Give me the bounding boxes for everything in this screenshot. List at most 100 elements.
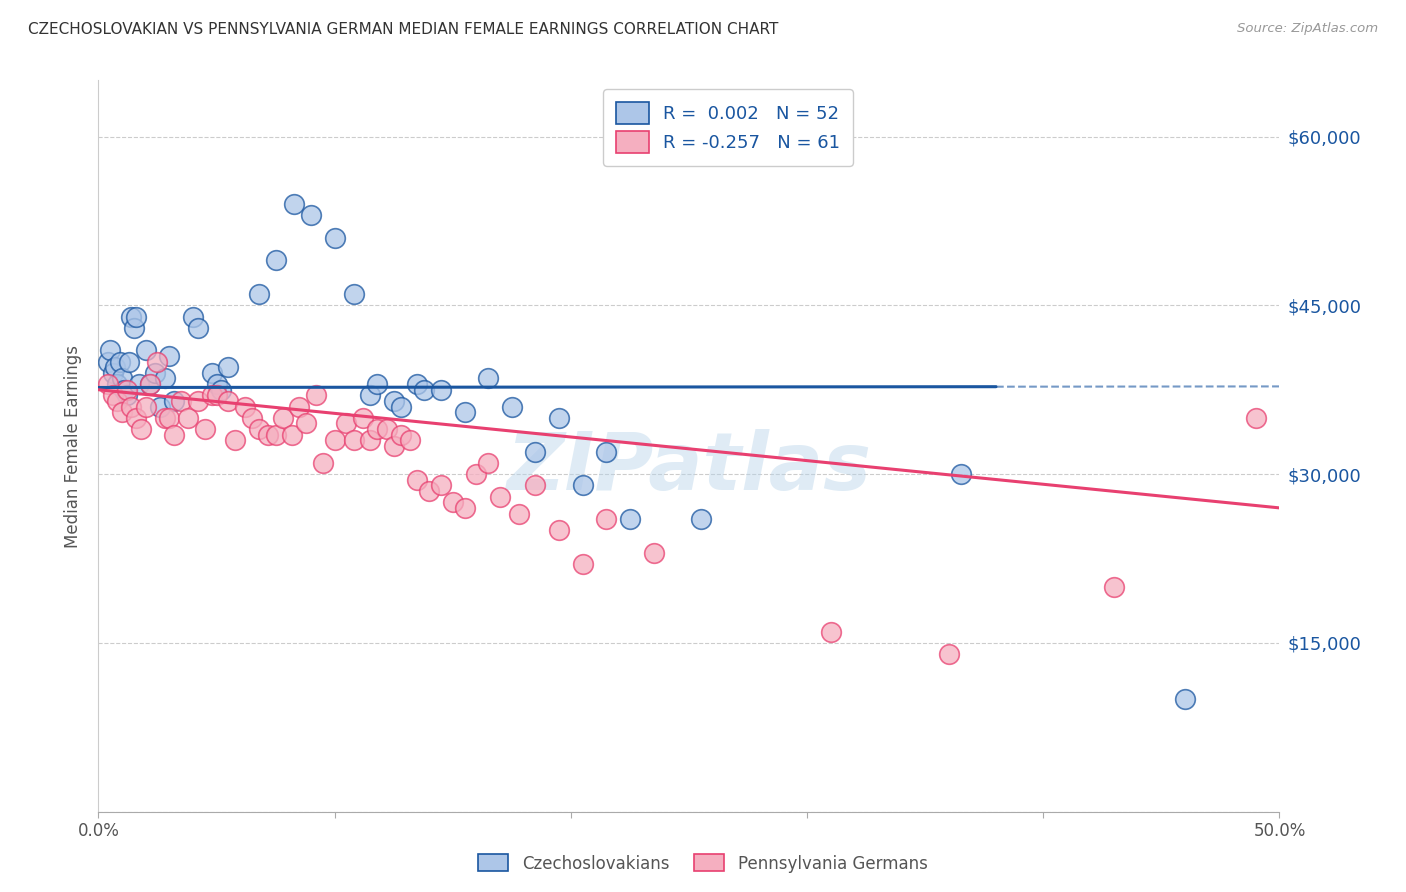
Point <box>441 495 464 509</box>
Point <box>125 410 148 425</box>
Point <box>548 410 571 425</box>
Point <box>111 405 134 419</box>
Point <box>359 434 381 448</box>
Point <box>342 434 364 448</box>
Point <box>382 439 405 453</box>
Point <box>115 383 138 397</box>
Point <box>125 310 148 324</box>
Point <box>342 287 364 301</box>
Point <box>205 388 228 402</box>
Point <box>501 400 523 414</box>
Point <box>283 197 305 211</box>
Point <box>209 383 232 397</box>
Point <box>305 388 328 402</box>
Point <box>201 366 224 380</box>
Y-axis label: Median Female Earnings: Median Female Earnings <box>65 344 83 548</box>
Point <box>389 400 412 414</box>
Point <box>98 343 121 358</box>
Point <box>101 388 124 402</box>
Point <box>430 478 453 492</box>
Point <box>135 343 157 358</box>
Point <box>508 507 530 521</box>
Point <box>299 208 322 222</box>
Point <box>105 394 128 409</box>
Point <box>139 377 162 392</box>
Point <box>97 377 120 392</box>
Point <box>201 388 224 402</box>
Point <box>121 400 143 414</box>
Point <box>1244 410 1267 425</box>
Point <box>430 383 453 397</box>
Point <box>153 410 176 425</box>
Point <box>375 422 398 436</box>
Point <box>115 388 138 402</box>
Point <box>477 456 499 470</box>
Point <box>149 400 172 414</box>
Point <box>295 417 318 431</box>
Point <box>104 360 127 375</box>
Point <box>139 377 162 392</box>
Point <box>323 434 346 448</box>
Point <box>194 422 217 436</box>
Point <box>247 287 270 301</box>
Point <box>465 467 488 482</box>
Point <box>217 360 239 375</box>
Point <box>205 377 228 392</box>
Point <box>382 394 405 409</box>
Point <box>224 434 246 448</box>
Point <box>97 354 120 368</box>
Point <box>271 410 294 425</box>
Point <box>418 483 440 498</box>
Point <box>595 512 617 526</box>
Point <box>949 467 972 482</box>
Point <box>453 405 475 419</box>
Point <box>366 377 388 392</box>
Point <box>163 427 186 442</box>
Point <box>143 366 166 380</box>
Point <box>571 557 593 571</box>
Point <box>323 231 346 245</box>
Point <box>101 366 124 380</box>
Text: ZIPatlas: ZIPatlas <box>506 429 872 507</box>
Point <box>153 371 176 385</box>
Text: Source: ZipAtlas.com: Source: ZipAtlas.com <box>1237 22 1378 36</box>
Point <box>489 490 512 504</box>
Point <box>312 456 335 470</box>
Point <box>406 473 429 487</box>
Point <box>121 310 143 324</box>
Point <box>595 444 617 458</box>
Point <box>264 253 287 268</box>
Point <box>820 624 842 639</box>
Point <box>135 400 157 414</box>
Point <box>112 383 135 397</box>
Point <box>157 349 180 363</box>
Point <box>281 427 304 442</box>
Point <box>571 478 593 492</box>
Legend: Czechoslovakians, Pennsylvania Germans: Czechoslovakians, Pennsylvania Germans <box>472 847 934 880</box>
Point <box>247 422 270 436</box>
Point <box>524 444 547 458</box>
Point <box>1102 580 1125 594</box>
Point <box>1174 692 1197 706</box>
Point <box>352 410 374 425</box>
Point <box>163 394 186 409</box>
Point <box>181 310 204 324</box>
Point <box>548 524 571 538</box>
Point <box>233 400 256 414</box>
Point <box>146 354 169 368</box>
Point <box>288 400 311 414</box>
Point <box>111 371 134 385</box>
Point <box>118 354 141 368</box>
Point <box>938 647 960 661</box>
Text: CZECHOSLOVAKIAN VS PENNSYLVANIA GERMAN MEDIAN FEMALE EARNINGS CORRELATION CHART: CZECHOSLOVAKIAN VS PENNSYLVANIA GERMAN M… <box>28 22 779 37</box>
Point <box>108 354 131 368</box>
Point <box>689 512 711 526</box>
Point <box>217 394 239 409</box>
Point <box>413 383 436 397</box>
Point <box>406 377 429 392</box>
Point <box>187 321 209 335</box>
Point <box>366 422 388 436</box>
Point <box>122 321 145 335</box>
Point <box>335 417 357 431</box>
Point <box>257 427 280 442</box>
